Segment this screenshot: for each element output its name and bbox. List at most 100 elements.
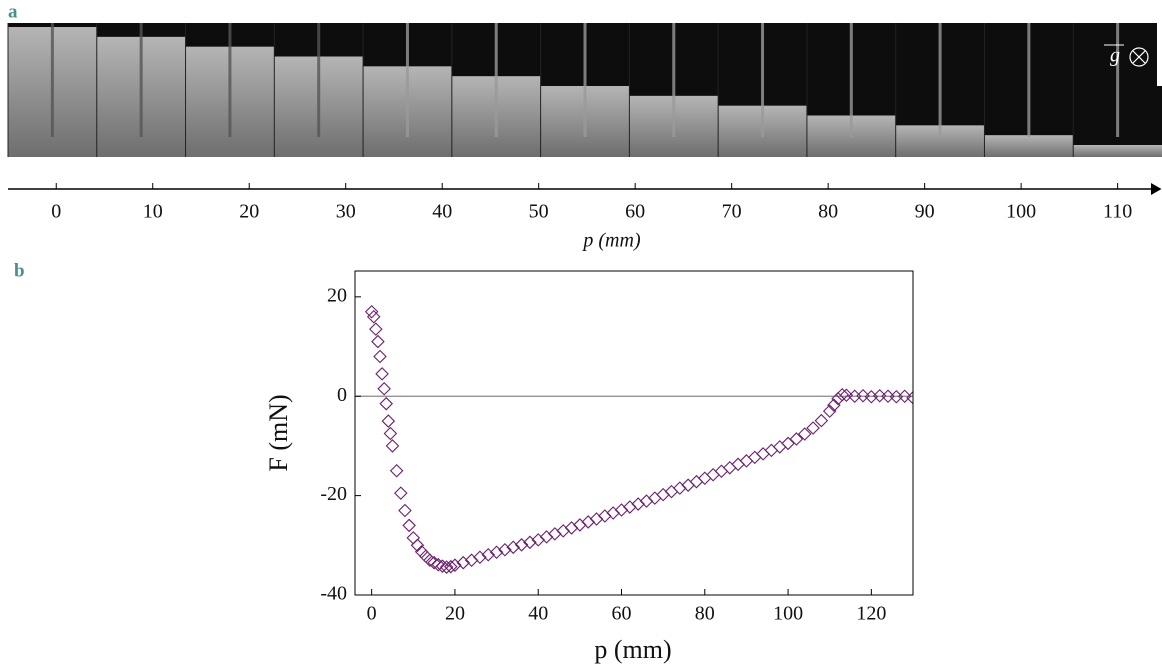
point	[689, 474, 704, 489]
x-tick-label: 60	[625, 201, 645, 223]
frame-plate	[228, 23, 232, 137]
point	[439, 560, 454, 574]
point	[872, 388, 887, 403]
point	[781, 436, 795, 451]
frame-plate	[938, 23, 942, 137]
point	[410, 538, 425, 553]
frame-plate	[583, 23, 587, 137]
point	[772, 440, 787, 454]
frame-plate	[1027, 23, 1031, 137]
frame-plate	[317, 23, 321, 137]
y-tick-label: 0	[337, 384, 347, 406]
point	[394, 486, 408, 500]
into-page-symbol	[1129, 47, 1149, 67]
x-tick-label: 70	[722, 201, 742, 223]
x-tick-label: 40	[432, 201, 452, 223]
point	[383, 426, 398, 441]
plot-frame	[354, 270, 914, 596]
x-tick-label: 100	[1006, 201, 1036, 223]
point	[402, 518, 416, 533]
x-tick-label: 80	[695, 603, 715, 625]
point	[523, 535, 537, 550]
frame-plate	[405, 23, 409, 137]
point	[789, 432, 804, 446]
point	[456, 555, 471, 570]
point	[747, 450, 762, 465]
point	[371, 334, 385, 349]
into-page-cross	[1132, 50, 1146, 64]
frame-plate	[139, 23, 143, 137]
point	[514, 538, 529, 552]
frame-plate	[50, 23, 54, 137]
point	[443, 559, 458, 574]
image-strip	[7, 23, 1162, 158]
point	[489, 545, 504, 560]
point	[706, 467, 720, 482]
frame-plate	[849, 23, 853, 137]
x-tick-label: 10	[143, 201, 163, 223]
y-tick-label: -20	[320, 483, 347, 505]
point	[379, 396, 394, 411]
point	[389, 463, 404, 478]
x-tick-label: 0	[367, 603, 377, 625]
point	[822, 404, 837, 418]
x-tick-label: 30	[336, 201, 356, 223]
point	[739, 454, 754, 468]
point	[448, 558, 462, 572]
frame-plate	[494, 23, 498, 137]
x-tick-label: 20	[445, 603, 465, 625]
point	[375, 367, 389, 381]
point	[381, 414, 396, 428]
x-tick-label: 40	[528, 603, 548, 625]
point	[385, 439, 400, 453]
x-tick-label: 80	[818, 201, 838, 223]
y-tick-label: -40	[320, 583, 347, 605]
point	[498, 543, 512, 557]
frame-liquid	[1073, 145, 1162, 157]
point	[377, 381, 391, 396]
y-axis-label: F (mN)	[264, 394, 293, 471]
x-tick-label: 50	[529, 201, 549, 223]
point	[406, 531, 421, 545]
point	[373, 349, 387, 364]
point	[506, 540, 521, 555]
x-axis-label: p (mm)	[594, 635, 671, 664]
point	[366, 309, 381, 324]
point	[369, 322, 383, 336]
points	[364, 304, 913, 574]
point	[906, 390, 913, 405]
point	[722, 461, 737, 475]
point	[398, 503, 412, 518]
point	[814, 413, 829, 428]
point	[473, 550, 487, 565]
gravity-label: g	[1110, 45, 1120, 67]
point	[856, 388, 870, 403]
x-tick-label: 0	[51, 201, 61, 223]
panel-label: a	[8, 1, 18, 22]
point	[427, 555, 441, 570]
point	[364, 304, 379, 319]
point	[435, 559, 450, 573]
point	[431, 557, 446, 572]
point	[827, 398, 841, 412]
x-tick-label: 110	[1103, 201, 1132, 223]
x-tick-label: 20	[239, 201, 259, 223]
point	[835, 387, 849, 402]
point	[714, 464, 729, 479]
frame-plate	[1116, 23, 1120, 137]
panel-label: b	[14, 260, 25, 281]
x-tick-label: 120	[856, 603, 886, 625]
x-tick-label: 90	[915, 201, 935, 223]
point	[481, 547, 496, 562]
x-axis-label: p (mm)	[581, 230, 641, 252]
point	[797, 427, 812, 441]
point	[881, 389, 895, 404]
point	[897, 389, 912, 404]
point	[698, 471, 712, 485]
x-tick-label: 60	[612, 603, 632, 625]
point	[839, 388, 854, 403]
x-tick-label: 100	[773, 603, 803, 625]
point	[764, 443, 779, 458]
frame-liquid	[984, 135, 1074, 157]
